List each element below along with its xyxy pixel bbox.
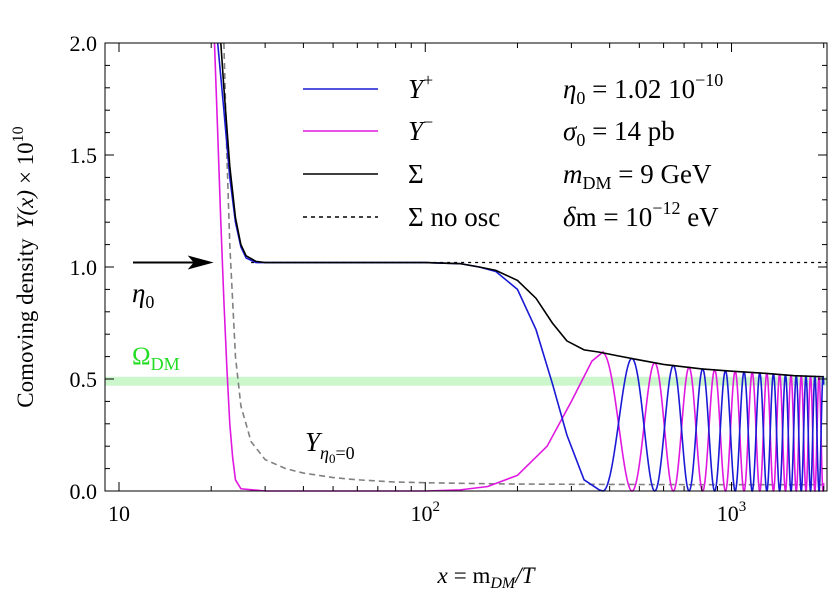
- series-y-plus-line: [216, 42, 825, 493]
- y-axis-title: Comoving densityY(x)× 1010: [10, 126, 38, 407]
- param-mdm: mDM = 9 GeV: [563, 159, 712, 193]
- legend-label-sigma-no-osc: Σ no osc: [408, 202, 500, 232]
- plot-frame: [104, 42, 828, 492]
- series-y-minus-line: [213, 42, 825, 493]
- y-tick-label: 1.5: [70, 143, 98, 168]
- param-delta-m: δm = 10−12 eV: [563, 198, 719, 232]
- omega-dm-label: ΩDM: [132, 343, 180, 374]
- series-layer: [213, 42, 827, 493]
- x-tick-label: 102: [411, 499, 441, 526]
- legend: Y+ Y− Σ Σ no osc: [303, 70, 500, 232]
- y-tick-label: 0.5: [70, 367, 98, 392]
- legend-label-y-plus: Y+: [408, 70, 433, 104]
- y-tick-label: 1.0: [70, 255, 98, 280]
- x-tick-label: 10: [108, 501, 130, 526]
- y-tick-label: 2.0: [70, 31, 98, 56]
- series-sigma-line: [220, 42, 824, 378]
- parameters-block: η0 = 1.02 10−10 σ0 = 14 pb mDM = 9 GeV δ…: [563, 70, 723, 232]
- legend-label-sigma: Σ: [408, 159, 424, 189]
- eta0-label: η0: [132, 278, 154, 312]
- y-eta0-zero-label: Yη0=0: [305, 427, 355, 466]
- eta0-annotation: η0: [132, 255, 214, 312]
- omega-band-layer: [105, 376, 827, 386]
- eta0-arrow-head: [187, 255, 214, 270]
- legend-label-y-minus: Y−: [408, 112, 433, 146]
- x-axis-title: x = mDM/T: [437, 563, 537, 591]
- param-eta0: η0 = 1.02 10−10: [563, 70, 723, 108]
- ticks-layer: [104, 42, 827, 492]
- x-tick-label: 103: [717, 499, 747, 526]
- series-y-eta0-zero-line: [223, 42, 824, 486]
- y-tick-label: 0.0: [70, 479, 98, 504]
- labels-layer: 0.0 0.5 1.0 1.5 2.0 10 102 103: [70, 31, 747, 526]
- omega-dm-band: [105, 376, 827, 386]
- param-sigma0: σ0 = 14 pb: [563, 116, 675, 150]
